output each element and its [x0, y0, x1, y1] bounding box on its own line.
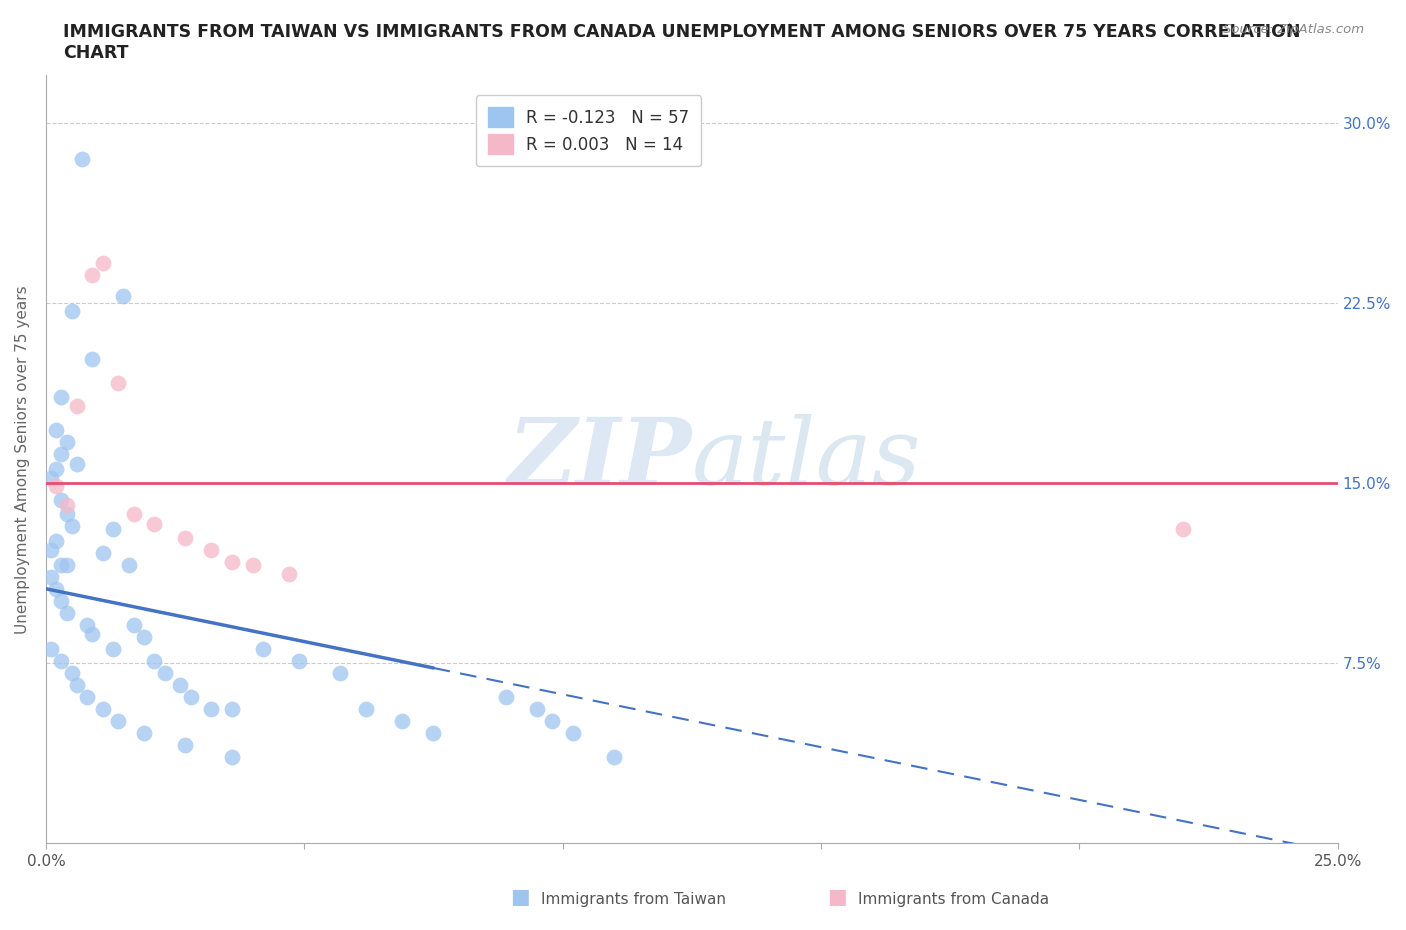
Point [112, 288, 135, 303]
Point [51, 593, 73, 608]
Y-axis label: Unemployment Among Seniors over 75 years: Unemployment Among Seniors over 75 years [15, 285, 30, 633]
Point [39, 569, 62, 584]
Point [45, 461, 67, 476]
Text: Immigrants from Canada: Immigrants from Canada [858, 892, 1049, 907]
Point [91, 701, 114, 716]
Point [76, 618, 98, 632]
Point [252, 642, 274, 657]
Point [55, 507, 77, 522]
Point [60, 665, 83, 680]
Point [180, 689, 202, 704]
Point [101, 642, 124, 657]
Point [55, 605, 77, 620]
Point [39, 543, 62, 558]
Point [122, 507, 145, 522]
Text: Immigrants from Taiwan: Immigrants from Taiwan [541, 892, 727, 907]
Text: ■: ■ [827, 886, 846, 907]
Point [603, 750, 626, 764]
Point [153, 665, 176, 680]
Point [82, 267, 104, 282]
Point [55, 435, 77, 450]
Point [562, 725, 585, 740]
Point [174, 531, 197, 546]
Point [45, 534, 67, 549]
Point [134, 630, 156, 644]
Legend: R = -0.123   N = 57, R = 0.003   N = 14: R = -0.123 N = 57, R = 0.003 N = 14 [477, 95, 700, 166]
Point [541, 713, 564, 728]
Point [51, 493, 73, 508]
Text: ZIP: ZIP [508, 414, 692, 504]
Point [242, 557, 264, 572]
Point [422, 725, 444, 740]
Point [91, 545, 114, 560]
Point [51, 654, 73, 669]
Point [143, 516, 166, 531]
Point [51, 390, 73, 405]
Point [82, 351, 104, 365]
Point [391, 713, 413, 728]
Point [107, 713, 129, 728]
Point [66, 677, 89, 692]
Point [45, 423, 67, 438]
Point [45, 478, 67, 493]
Text: Source: ZipAtlas.com: Source: ZipAtlas.com [1223, 23, 1364, 36]
Point [288, 654, 311, 669]
Point [45, 581, 67, 596]
Text: IMMIGRANTS FROM TAIWAN VS IMMIGRANTS FROM CANADA UNEMPLOYMENT AMONG SENIORS OVER: IMMIGRANTS FROM TAIWAN VS IMMIGRANTS FRO… [63, 23, 1301, 62]
Point [39, 471, 62, 485]
Point [82, 627, 104, 642]
Point [55, 557, 77, 572]
Point [91, 255, 114, 270]
Point [277, 567, 299, 582]
Point [39, 642, 62, 657]
Point [221, 555, 243, 570]
Point [107, 375, 129, 390]
Point [55, 498, 77, 512]
Point [60, 303, 83, 318]
Point [101, 522, 124, 537]
Point [66, 399, 89, 414]
Point [200, 543, 222, 558]
Text: atlas: atlas [692, 414, 921, 504]
Point [169, 677, 191, 692]
Point [122, 618, 145, 632]
Point [51, 557, 73, 572]
Point [221, 701, 243, 716]
Point [526, 701, 548, 716]
Point [143, 654, 166, 669]
Point [70, 152, 93, 166]
Text: ■: ■ [510, 886, 530, 907]
Point [356, 701, 378, 716]
Point [60, 519, 83, 534]
Point [76, 689, 98, 704]
Point [117, 557, 139, 572]
Point [66, 457, 89, 472]
Point [221, 750, 243, 764]
Point [200, 701, 222, 716]
Point [1171, 522, 1194, 537]
Point [495, 689, 517, 704]
Point [134, 725, 156, 740]
Point [174, 737, 197, 752]
Point [329, 665, 352, 680]
Point [51, 447, 73, 462]
